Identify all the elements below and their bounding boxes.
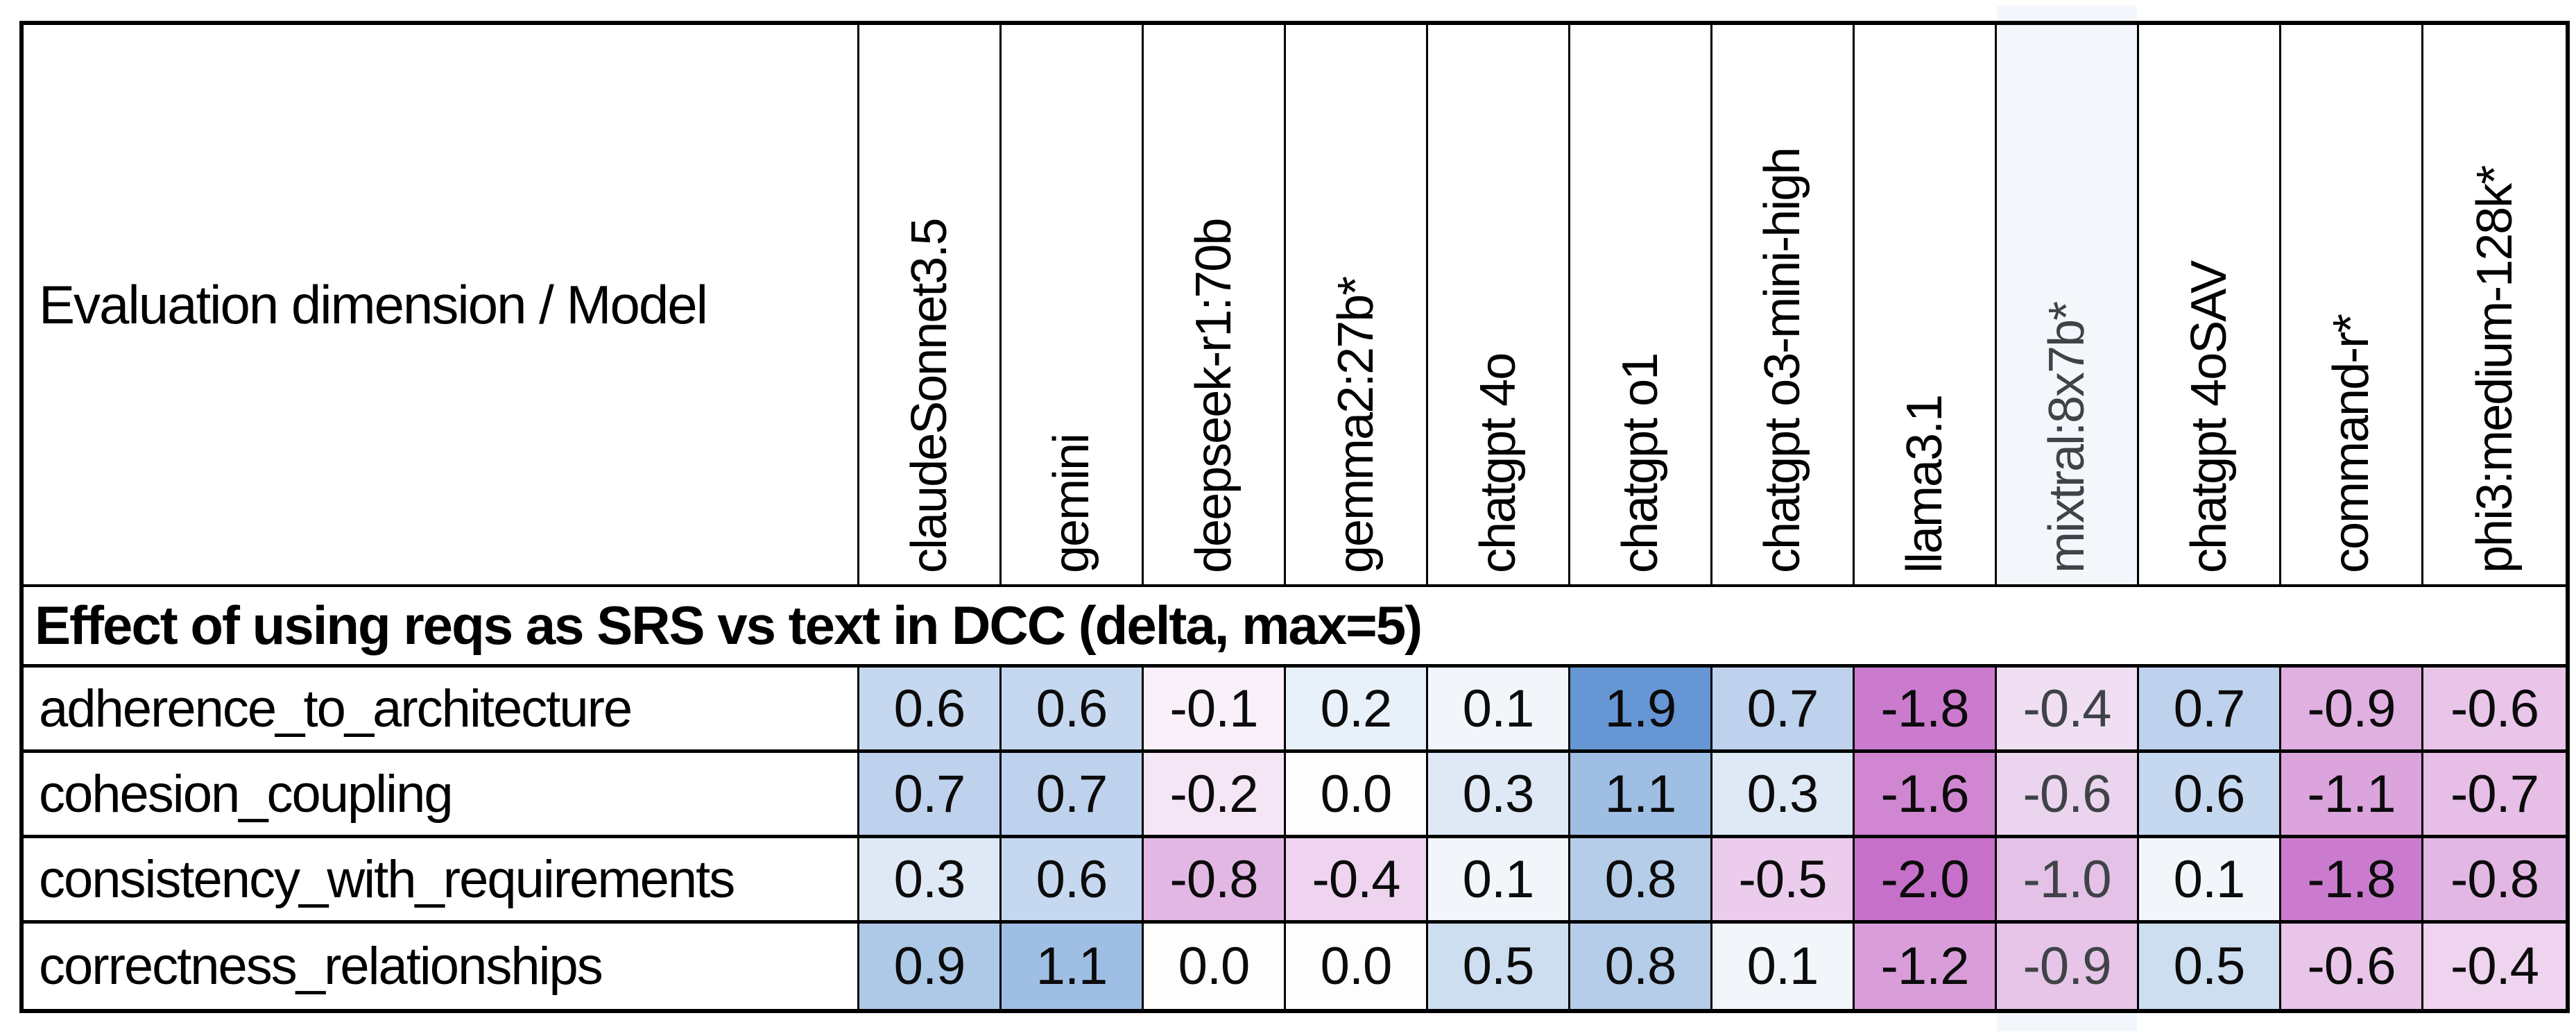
value-cell[interactable]: -1.6 bbox=[1855, 753, 1997, 838]
value-cell[interactable]: 0.6 bbox=[1002, 838, 1144, 924]
section-title-cell[interactable]: Effect of using reqs as SRS vs text in D… bbox=[24, 587, 2566, 668]
value-cell[interactable]: 0.7 bbox=[1712, 668, 1855, 753]
row-label-cell[interactable]: adherence_to_architecture bbox=[24, 668, 859, 753]
model-header-gemma2-27b-[interactable]: gemma2:27b* bbox=[1286, 25, 1428, 587]
value-cell[interactable]: 0.8 bbox=[1570, 924, 1712, 1009]
model-header-chatgpt-4o[interactable]: chatgpt 4o bbox=[1428, 25, 1570, 587]
value-cell[interactable]: 0.5 bbox=[2139, 924, 2281, 1009]
value-cell[interactable]: 0.7 bbox=[1002, 753, 1144, 838]
value-cell[interactable]: -0.1 bbox=[1144, 668, 1286, 753]
model-header-label: gemma2:27b* bbox=[1328, 277, 1384, 573]
value-cell[interactable]: 0.1 bbox=[2139, 838, 2281, 924]
model-header-chatgpt-4osav[interactable]: chatgpt 4oSAV bbox=[2139, 25, 2281, 587]
value-cell[interactable]: -0.8 bbox=[1144, 838, 1286, 924]
model-header-label: command-r* bbox=[2324, 314, 2379, 573]
model-header-label: chatgpt o1 bbox=[1613, 353, 1668, 573]
model-header-deepseek-r1-70b[interactable]: deepseek-r1:70b bbox=[1144, 25, 1286, 587]
value-cell[interactable]: 0.1 bbox=[1712, 924, 1855, 1009]
row-label: adherence_to_architecture bbox=[39, 679, 633, 738]
value-cell[interactable]: 0.9 bbox=[859, 924, 1002, 1009]
value-cell[interactable]: 0.8 bbox=[1570, 838, 1712, 924]
model-header-label: deepseek-r1:70b bbox=[1186, 219, 1242, 573]
value-cell[interactable]: -0.9 bbox=[2281, 668, 2423, 753]
model-header-label: phi3:medium-128k* bbox=[2466, 166, 2523, 573]
model-header-llama3-1[interactable]: llama3.1 bbox=[1855, 25, 1997, 587]
model-header-chatgpt-o1[interactable]: chatgpt o1 bbox=[1570, 25, 1712, 587]
model-header-label: mixtral:8x7b* bbox=[2039, 302, 2095, 573]
value-cell[interactable]: -0.9 bbox=[1997, 924, 2139, 1009]
row-label-cell[interactable]: cohesion_coupling bbox=[24, 753, 859, 838]
value-cell[interactable]: -0.4 bbox=[2423, 924, 2566, 1009]
value-cell[interactable]: 0.0 bbox=[1286, 753, 1428, 838]
value-cell[interactable]: 0.1 bbox=[1428, 668, 1570, 753]
value-cell[interactable]: 0.5 bbox=[1428, 924, 1570, 1009]
row-label: correctness_relationships bbox=[39, 937, 603, 996]
corner-cell[interactable]: Evaluation dimension / Model bbox=[24, 25, 859, 587]
value-cell[interactable]: -2.0 bbox=[1855, 838, 1997, 924]
value-cell[interactable]: 0.0 bbox=[1144, 924, 1286, 1009]
value-cell[interactable]: 0.3 bbox=[1712, 753, 1855, 838]
value-cell[interactable]: 0.6 bbox=[1002, 668, 1144, 753]
value-cell[interactable]: 1.1 bbox=[1570, 753, 1712, 838]
value-cell[interactable]: 0.7 bbox=[859, 753, 1002, 838]
value-cell[interactable]: -0.6 bbox=[2423, 668, 2566, 753]
model-header-label: chatgpt o3-mini-high bbox=[1755, 148, 1810, 573]
value-cell[interactable]: 0.1 bbox=[1428, 838, 1570, 924]
model-header-chatgpt-o3-mini-high[interactable]: chatgpt o3-mini-high bbox=[1712, 25, 1855, 587]
model-header-phi3-medium-128k-[interactable]: phi3:medium-128k* bbox=[2423, 25, 2566, 587]
value-cell[interactable]: -1.0 bbox=[1997, 838, 2139, 924]
value-cell[interactable]: -0.6 bbox=[1997, 753, 2139, 838]
model-header-label: llama3.1 bbox=[1897, 395, 1952, 573]
highlight-column-strip-top bbox=[1997, 6, 2137, 21]
corner-label: Evaluation dimension / Model bbox=[39, 273, 708, 335]
model-header-claudesonnet3-5[interactable]: claudeSonnet3.5 bbox=[859, 25, 1002, 587]
value-cell[interactable]: 0.3 bbox=[1428, 753, 1570, 838]
value-cell[interactable]: -1.2 bbox=[1855, 924, 1997, 1009]
value-cell[interactable]: 0.2 bbox=[1286, 668, 1428, 753]
row-label: consistency_with_requirements bbox=[39, 849, 735, 909]
section-title: Effect of using reqs as SRS vs text in D… bbox=[35, 595, 1423, 656]
model-header-gemini[interactable]: gemini bbox=[1002, 25, 1144, 587]
row-label-cell[interactable]: correctness_relationships bbox=[24, 924, 859, 1009]
value-cell[interactable]: -0.6 bbox=[2281, 924, 2423, 1009]
value-cell[interactable]: 0.6 bbox=[2139, 753, 2281, 838]
value-cell[interactable]: -0.4 bbox=[1997, 668, 2139, 753]
value-cell[interactable]: 0.3 bbox=[859, 838, 1002, 924]
value-cell[interactable]: -1.8 bbox=[1855, 668, 1997, 753]
value-cell[interactable]: -0.8 bbox=[2423, 838, 2566, 924]
value-cell[interactable]: -1.1 bbox=[2281, 753, 2423, 838]
model-header-label: claudeSonnet3.5 bbox=[902, 219, 957, 573]
value-cell[interactable]: -0.4 bbox=[1286, 838, 1428, 924]
heatmap-table: Evaluation dimension / Model claudeSonne… bbox=[19, 21, 2570, 1013]
model-header-label: chatgpt 4o bbox=[1470, 353, 1526, 573]
row-label-cell[interactable]: consistency_with_requirements bbox=[24, 838, 859, 924]
value-cell[interactable]: 1.1 bbox=[1002, 924, 1144, 1009]
value-cell[interactable]: -1.8 bbox=[2281, 838, 2423, 924]
value-cell[interactable]: -0.2 bbox=[1144, 753, 1286, 838]
model-header-label: gemini bbox=[1044, 434, 1099, 573]
value-cell[interactable]: 0.7 bbox=[2139, 668, 2281, 753]
value-cell[interactable]: -0.5 bbox=[1712, 838, 1855, 924]
row-label: cohesion_coupling bbox=[39, 764, 454, 824]
model-header-mixtral-8x7b-[interactable]: mixtral:8x7b* bbox=[1997, 25, 2139, 587]
model-header-label: chatgpt 4oSAV bbox=[2181, 262, 2237, 573]
value-cell[interactable]: 1.9 bbox=[1570, 668, 1712, 753]
value-cell[interactable]: 0.0 bbox=[1286, 924, 1428, 1009]
model-header-command-r-[interactable]: command-r* bbox=[2281, 25, 2423, 587]
value-cell[interactable]: -0.7 bbox=[2423, 753, 2566, 838]
highlight-column-strip-bottom bbox=[1997, 1013, 2137, 1031]
value-cell[interactable]: 0.6 bbox=[859, 668, 1002, 753]
